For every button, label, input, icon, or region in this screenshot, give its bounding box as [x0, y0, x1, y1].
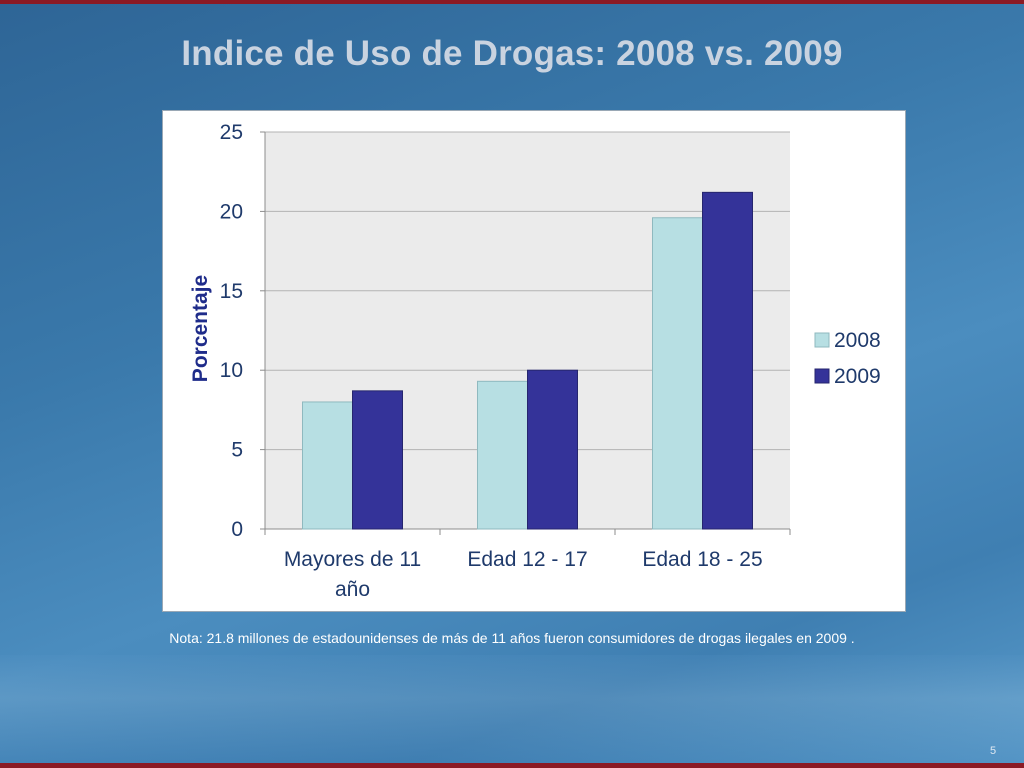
page-number: 5 — [990, 745, 997, 757]
x-category-label: Edad 12 - 17 — [467, 548, 587, 571]
x-category-label: Mayores de 11 — [284, 548, 421, 571]
slide-title: Indice de Uso de Drogas: 2008 vs. 2009 — [181, 34, 843, 73]
x-category-label: año — [335, 578, 370, 601]
legend-swatch-2009 — [814, 368, 830, 384]
bar-2009 — [527, 369, 578, 530]
bar-2008 — [302, 401, 353, 530]
y-tick-label: 25 — [220, 121, 243, 144]
legend-label-2008: 2008 — [834, 329, 881, 352]
background-band — [0, 655, 1024, 763]
x-category-label: Edad 18 - 25 — [642, 548, 762, 571]
bar-2008 — [477, 380, 528, 530]
y-axis-label: Porcentaje — [189, 275, 212, 382]
y-tick-label: 0 — [231, 518, 243, 541]
bar-2009 — [702, 191, 753, 530]
top-accent-rule — [0, 0, 1024, 4]
bar-chart: 0 5 10 15 20 25 Mayores de 11 año Edad 12 - 17 Ed… — [189, 121, 881, 601]
y-tick-label: 20 — [220, 200, 243, 223]
bar-2008 — [652, 217, 703, 530]
legend-label-2009: 2009 — [834, 365, 881, 388]
y-tick-label: 5 — [231, 439, 243, 462]
footnote: Nota: 21.8 millones de estadounidenses d… — [169, 630, 855, 646]
y-tick-label: 10 — [220, 359, 243, 382]
legend-swatch-2008 — [814, 332, 830, 348]
bottom-accent-rule — [0, 763, 1024, 768]
y-tick-label: 15 — [220, 280, 243, 303]
chart-container: 0 5 10 15 20 25 Mayores de 11 año Edad 12 - 17 Ed… — [162, 110, 906, 612]
bar-2009 — [352, 390, 403, 530]
